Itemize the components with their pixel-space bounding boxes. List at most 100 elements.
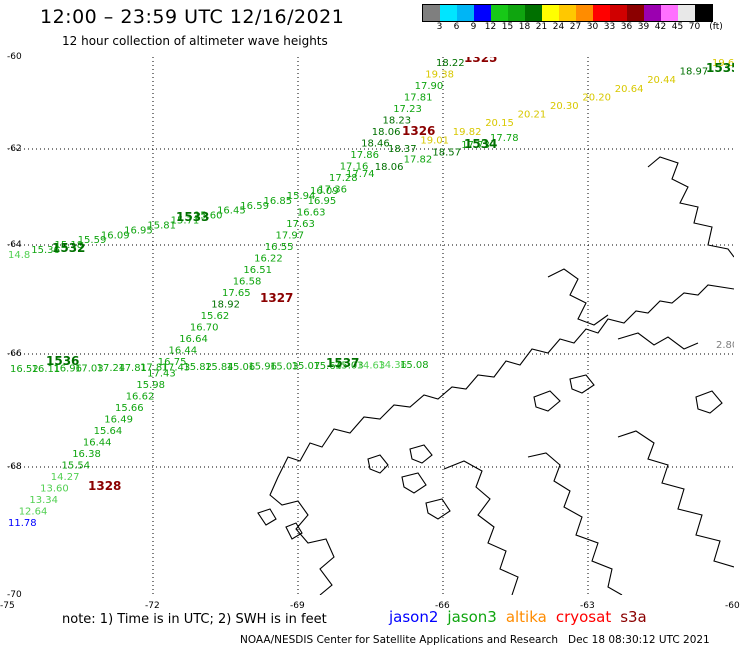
track-id-label: 1325 (464, 57, 497, 65)
wave-height-value: 12.64 (19, 507, 48, 518)
colorbar-swatch (695, 5, 712, 21)
wave-height-value: 17.28 (329, 173, 358, 184)
wave-height-value: 15.71 (171, 216, 200, 227)
wave-height-value: 17.81 (140, 363, 169, 374)
satellite-legend-item: cryosat (555, 608, 612, 626)
wave-height-value: 15.96 (248, 362, 277, 373)
wave-height-value: 17.63 (286, 219, 315, 230)
wave-height-value: 16.64 (179, 334, 208, 345)
map-gridlines (8, 57, 734, 595)
track-id-label: 1532 (52, 241, 85, 255)
wave-height-value: 15.98 (136, 380, 165, 391)
colorbar-swatch (525, 5, 542, 21)
wave-height-value: 14.27 (51, 472, 80, 483)
wave-height-value: 13.60 (40, 484, 69, 495)
wave-height-value: 16.70 (190, 323, 219, 334)
map-canvas: 18.2219.3817.9017.8117.2318.2318.0618.46… (8, 57, 734, 595)
wave-height-value: 16.45 (217, 206, 246, 217)
wave-height-value: 20.44 (647, 75, 676, 86)
track-id-label: 1534 (464, 137, 497, 151)
colorbar-label: 42 (654, 22, 667, 32)
wave-height-value: 16.44 (169, 346, 198, 357)
wave-height-value: 17.74 (346, 169, 375, 180)
wave-height-value: 20.21 (518, 110, 547, 121)
satellite-legend-item: jason3 (447, 608, 497, 626)
wave-height-value: 17.86 (350, 150, 379, 161)
colorbar-swatch (678, 5, 695, 21)
colorbar-swatch (474, 5, 491, 21)
wave-height-value: 15.59 (78, 235, 107, 246)
longitude-tick-label: -72 (145, 601, 160, 611)
colorbar-swatch (559, 5, 576, 21)
wave-height-value: 15.64 (313, 361, 342, 372)
colorbar-swatch (576, 5, 593, 21)
longitude-tick-label: -60 (725, 601, 740, 611)
footer-note: note: 1) Time is in UTC; 2) SWH is in fe… (62, 612, 327, 627)
wave-height-value: 14.8 (8, 250, 30, 261)
wave-height-value: 16.09 (101, 230, 130, 241)
antarctic-peninsula-coastline (257, 156, 734, 595)
satellite-legend-item: altika (505, 608, 547, 626)
colorbar-label: 30 (586, 22, 599, 32)
wave-height-value: 18.92 (211, 300, 240, 311)
wave-height-value: 18.37 (388, 144, 417, 155)
latitude-tick-label: -68 (7, 462, 22, 472)
wave-height-value: 20.30 (550, 101, 579, 112)
wave-height-value: 18.46 (361, 139, 390, 150)
wave-height-value: 17.03 (75, 363, 104, 374)
wave-height-value: 15.66 (115, 403, 144, 414)
longitude-tick-label: -63 (580, 601, 595, 611)
track-id-label: 1535 (706, 61, 734, 75)
latitude-tick-label: -64 (7, 240, 22, 250)
wave-height-value: 2.80 (716, 340, 734, 351)
satellite-legend-item: jason2 (389, 608, 439, 626)
wave-height-value: 17.90 (415, 81, 444, 92)
longitude-tick-label: -75 (0, 601, 15, 611)
colorbar-label: 39 (637, 22, 650, 32)
wave-height-value: 16.58 (233, 277, 262, 288)
wave-height-value: 15.94 (287, 191, 316, 202)
wave-height-value: 18.23 (383, 116, 412, 127)
wave-height-value: 18.06 (375, 162, 404, 173)
wave-height-value: 17.43 (162, 362, 191, 373)
colorbar-swatch (542, 5, 559, 21)
satellite-legend-item: s3a (620, 608, 647, 626)
colorbar-label: 33 (603, 22, 616, 32)
altimeter-tracks: 18.2219.3817.9017.8117.2318.2318.0618.46… (8, 57, 734, 529)
track-id-label: 1327 (260, 291, 293, 305)
wave-height-value: 16.95 (124, 225, 153, 236)
wave-height-value: 19.38 (425, 70, 454, 81)
colorbar-swatch (491, 5, 508, 21)
colorbar-swatch (610, 5, 627, 21)
credit-line: NOAA/NESDIS Center for Satellite Applica… (240, 634, 710, 646)
colorbar-swatch (627, 5, 644, 21)
wave-height-value: 16.59 (240, 201, 269, 212)
wave-height-map: 18.22 19.38 17.90 17.81 17.23 18.23 18.06 18.46… (8, 57, 734, 595)
wave-height-value: 17.16 (340, 162, 369, 173)
latitude-tick-label: -66 (7, 349, 22, 359)
colorbar-swatch (457, 5, 474, 21)
wave-height-value: 20.15 (485, 118, 514, 129)
wave-height-value: 18.22 (436, 58, 465, 69)
colorbar-swatch (644, 5, 661, 21)
wave-height-value: 17.23 (393, 104, 422, 115)
wave-height-value: 15.18 (54, 240, 83, 251)
wave-height-value: 15.82 (183, 362, 212, 373)
longitude-tick-label: -69 (290, 601, 305, 611)
map-subtitle: 12 hour collection of altimeter wave hei… (62, 34, 328, 48)
colorbar-swatch (508, 5, 525, 21)
wave-height-value: 16.95 (308, 196, 337, 207)
track-id-label: 1328 (88, 479, 121, 493)
latitude-tick-label: -70 (7, 590, 22, 600)
wave-height-value: 16.51 (243, 265, 272, 276)
track-id-label: 1536 (46, 354, 79, 368)
wave-height-value: 15.54 (62, 461, 91, 472)
colorbar-swatch (423, 5, 440, 21)
latitude-tick-label: -60 (7, 52, 22, 62)
wave-height-value: 15.64 (94, 426, 123, 437)
wave-height-value: 18.06 (372, 127, 401, 138)
wave-height-value: 15.60 (194, 211, 223, 222)
wave-height-value: 13.34 (29, 495, 58, 506)
wave-height-value: 19.64 (712, 58, 734, 69)
colorbar-label: 36 (620, 22, 633, 32)
